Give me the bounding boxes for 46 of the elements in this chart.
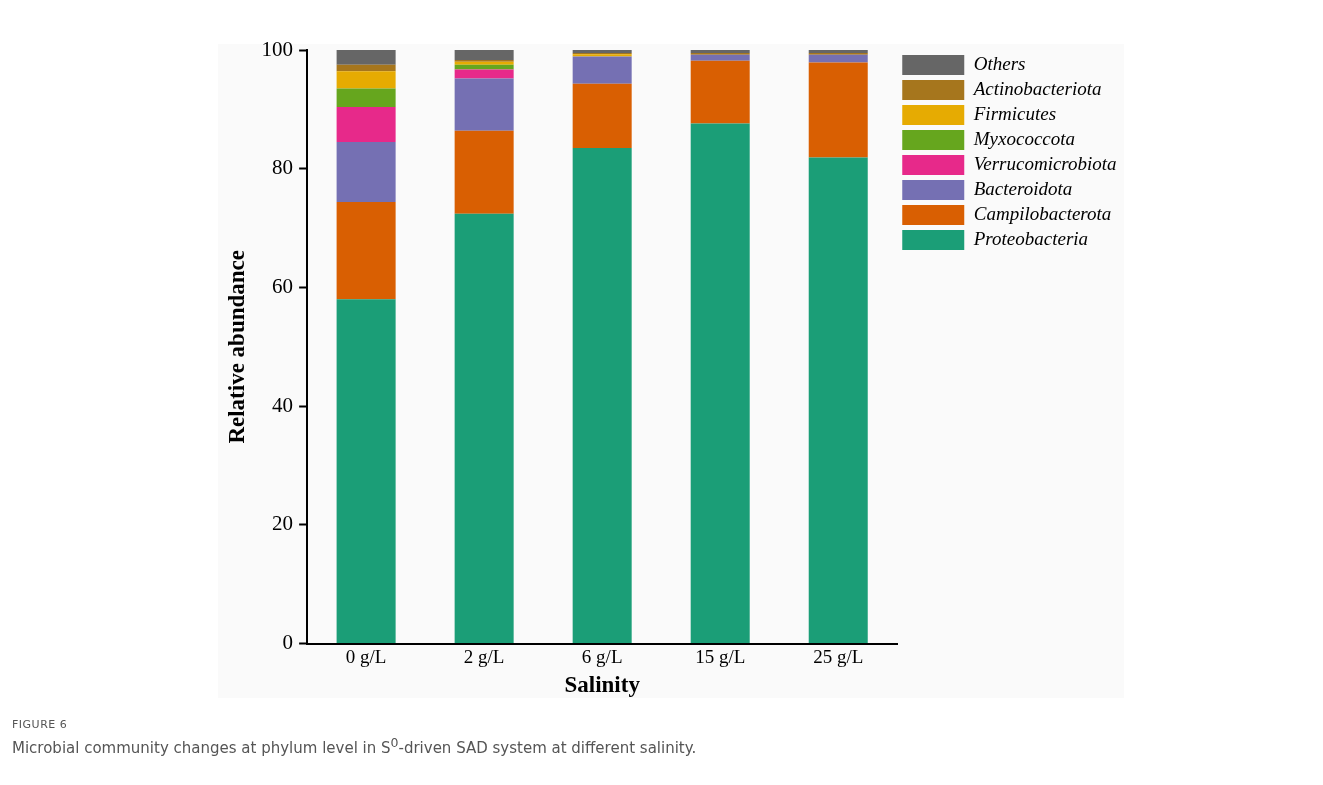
bar	[808, 54, 868, 63]
text: Microbial community changes at phylum level in S$^{0}$-driven SAD system at different salinity.	[12, 735, 697, 757]
bar	[454, 213, 514, 644]
legend-label: Firmicutes	[972, 103, 1057, 124]
x-axis-title: Salinity	[564, 672, 641, 698]
legend-label: Others	[973, 53, 1026, 74]
y-tick-label: 60	[272, 273, 294, 298]
bar	[336, 71, 396, 89]
bar	[690, 54, 750, 61]
bar	[572, 56, 632, 84]
legend-label: Bacteroidota	[973, 178, 1073, 199]
caption: FIGURE 6	[12, 718, 69, 731]
bar	[336, 64, 396, 72]
legend-label: Proteobacteria	[972, 228, 1089, 249]
bar	[690, 60, 750, 124]
x-tick-label: 25 g/L	[813, 645, 864, 667]
bar	[572, 83, 632, 148]
bar	[690, 123, 750, 644]
bar	[336, 88, 396, 107]
x-tick-label: 2 g/L	[463, 645, 505, 667]
legend-label: Myxococcota	[972, 128, 1076, 149]
bar	[336, 142, 396, 202]
bar	[572, 147, 632, 644]
x-tick-label: 6 g/L	[581, 645, 623, 667]
bar	[808, 62, 868, 158]
bar	[454, 50, 514, 61]
bar	[336, 50, 396, 65]
bar	[454, 64, 514, 70]
x-tick-label: 15 g/L	[695, 645, 746, 667]
bar	[454, 130, 514, 214]
bar	[454, 78, 514, 131]
legend-label: Verrucomicrobiota	[973, 153, 1117, 174]
y-tick-label: 100	[261, 36, 294, 61]
x-tick-label: 0 g/L	[345, 645, 387, 667]
legend-label: Actinobacteriota	[971, 78, 1102, 99]
y-tick-label: 20	[272, 511, 294, 536]
bar	[808, 157, 868, 644]
y-tick-label: 0	[282, 630, 294, 655]
bar	[336, 201, 396, 300]
y-tick-label: 80	[272, 155, 294, 180]
bar	[336, 299, 396, 644]
bar	[454, 69, 514, 79]
y-tick-label: 40	[272, 392, 294, 417]
legend-label: Campilobacterota	[973, 203, 1112, 224]
y-axis-title: Relative abundance	[223, 250, 249, 444]
bar	[336, 106, 396, 143]
